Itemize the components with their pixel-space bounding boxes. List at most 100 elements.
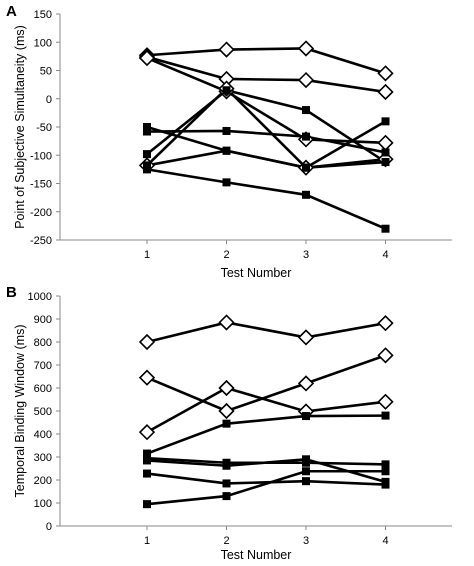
- square-marker: [381, 411, 390, 420]
- diamond-marker: [377, 315, 394, 332]
- y-tick-label: 0: [46, 521, 52, 533]
- series-line-3: [146, 386, 386, 434]
- y-tick-label: 100: [34, 37, 52, 49]
- series-line-2: [146, 354, 386, 413]
- square-marker: [143, 123, 151, 131]
- x-tick-label: 3: [303, 535, 309, 547]
- series-line-8: [146, 168, 387, 230]
- square-marker: [222, 461, 231, 470]
- square-marker: [143, 161, 151, 170]
- square-marker: [381, 480, 390, 489]
- diamond-marker: [377, 393, 394, 410]
- y-tick-label: 1000: [28, 291, 52, 303]
- series-line-4: [146, 414, 386, 455]
- square-marker: [302, 163, 310, 172]
- series-line-1: [146, 47, 386, 75]
- panel-b: B Temporal Binding Window (ms) Test Numb…: [6, 284, 452, 562]
- square-marker: [302, 467, 310, 476]
- panel-b-y-axis-title: Temporal Binding Window (ms): [13, 325, 27, 498]
- square-marker: [222, 419, 231, 428]
- square-marker: [143, 150, 151, 159]
- series-line-8: [146, 469, 386, 506]
- square-marker: [143, 500, 151, 509]
- x-tick-label: 2: [223, 249, 229, 261]
- square-marker: [302, 412, 310, 421]
- x-tick-label: 4: [382, 535, 388, 547]
- diamond-marker: [377, 83, 394, 101]
- square-marker: [381, 467, 390, 476]
- diamond-marker: [297, 329, 315, 346]
- y-tick-label: 600: [34, 383, 52, 395]
- y-tick-label: 900: [34, 314, 52, 326]
- panel-a-x-axis-title: Test Number: [221, 266, 292, 280]
- y-tick-label: -200: [30, 207, 52, 219]
- square-marker: [381, 148, 390, 157]
- square-marker: [222, 86, 231, 95]
- panel-b-x-axis-title: Test Number: [221, 548, 292, 562]
- y-tick-label: 100: [34, 498, 52, 510]
- y-tick-label: 800: [34, 337, 52, 349]
- square-marker: [381, 224, 390, 233]
- diamond-marker: [218, 379, 235, 397]
- diamond-marker: [138, 424, 156, 441]
- series-line-2: [146, 55, 386, 94]
- x-tick-label: 3: [303, 249, 309, 261]
- square-marker: [302, 455, 310, 464]
- panel-a-series: [138, 40, 394, 233]
- square-marker: [143, 127, 151, 136]
- panel-a-label: A: [6, 3, 17, 20]
- y-tick-label: 400: [34, 429, 52, 441]
- series-line-7: [146, 472, 386, 486]
- square-marker: [143, 449, 151, 458]
- series-line-6: [146, 129, 386, 154]
- series-line-9: [146, 149, 386, 169]
- square-marker: [143, 456, 151, 465]
- square-marker: [302, 477, 310, 486]
- y-tick-label: -250: [30, 235, 52, 247]
- series-line-7: [146, 88, 387, 164]
- panel-b-label: B: [6, 284, 17, 301]
- y-tick-label: 50: [40, 66, 52, 78]
- panel-b-series: [138, 314, 394, 509]
- square-marker: [381, 117, 390, 126]
- y-tick-label: 300: [34, 452, 52, 464]
- panel-a: A Point of Subjective Simultaneity (ms) …: [6, 3, 452, 280]
- diamond-marker: [138, 369, 156, 386]
- square-marker: [222, 492, 231, 501]
- diamond-marker: [218, 41, 235, 58]
- y-tick-label: 700: [34, 360, 52, 372]
- square-marker: [222, 178, 231, 187]
- diamond-marker: [297, 375, 315, 392]
- y-tick-label: 200: [34, 475, 52, 487]
- y-tick-label: -150: [30, 179, 52, 191]
- x-tick-label: 1: [144, 535, 150, 547]
- series-line-4: [146, 86, 386, 170]
- diamond-marker: [377, 347, 394, 364]
- y-tick-label: 500: [34, 406, 52, 418]
- diamond-marker: [297, 40, 315, 57]
- square-marker: [302, 190, 310, 199]
- panel-a-y-axis-title: Point of Subjective Simultaneity (ms): [13, 25, 27, 229]
- diamond-marker: [138, 49, 156, 67]
- y-tick-label: 150: [34, 9, 52, 21]
- diamond-marker: [297, 71, 315, 89]
- series-line-3: [146, 56, 386, 145]
- diamond-marker: [218, 314, 235, 331]
- y-tick-label: -100: [30, 150, 52, 162]
- y-tick-label: 0: [46, 94, 52, 106]
- x-tick-label: 2: [223, 535, 229, 547]
- diamond-marker: [218, 402, 235, 420]
- square-marker: [381, 158, 390, 167]
- square-marker: [143, 469, 151, 478]
- x-tick-label: 4: [382, 249, 388, 261]
- series-line-1: [146, 321, 386, 344]
- square-marker: [222, 126, 231, 135]
- diamond-marker: [138, 333, 156, 351]
- diamond-marker: [377, 65, 394, 82]
- square-marker: [302, 106, 310, 115]
- square-marker: [222, 146, 231, 155]
- x-tick-label: 1: [144, 249, 150, 261]
- square-marker: [302, 132, 310, 141]
- panel-a-axes: -250 -200 -150 -100 -50 0 50 100 150 1 2 3 4: [30, 9, 452, 261]
- diamond-marker: [377, 134, 394, 151]
